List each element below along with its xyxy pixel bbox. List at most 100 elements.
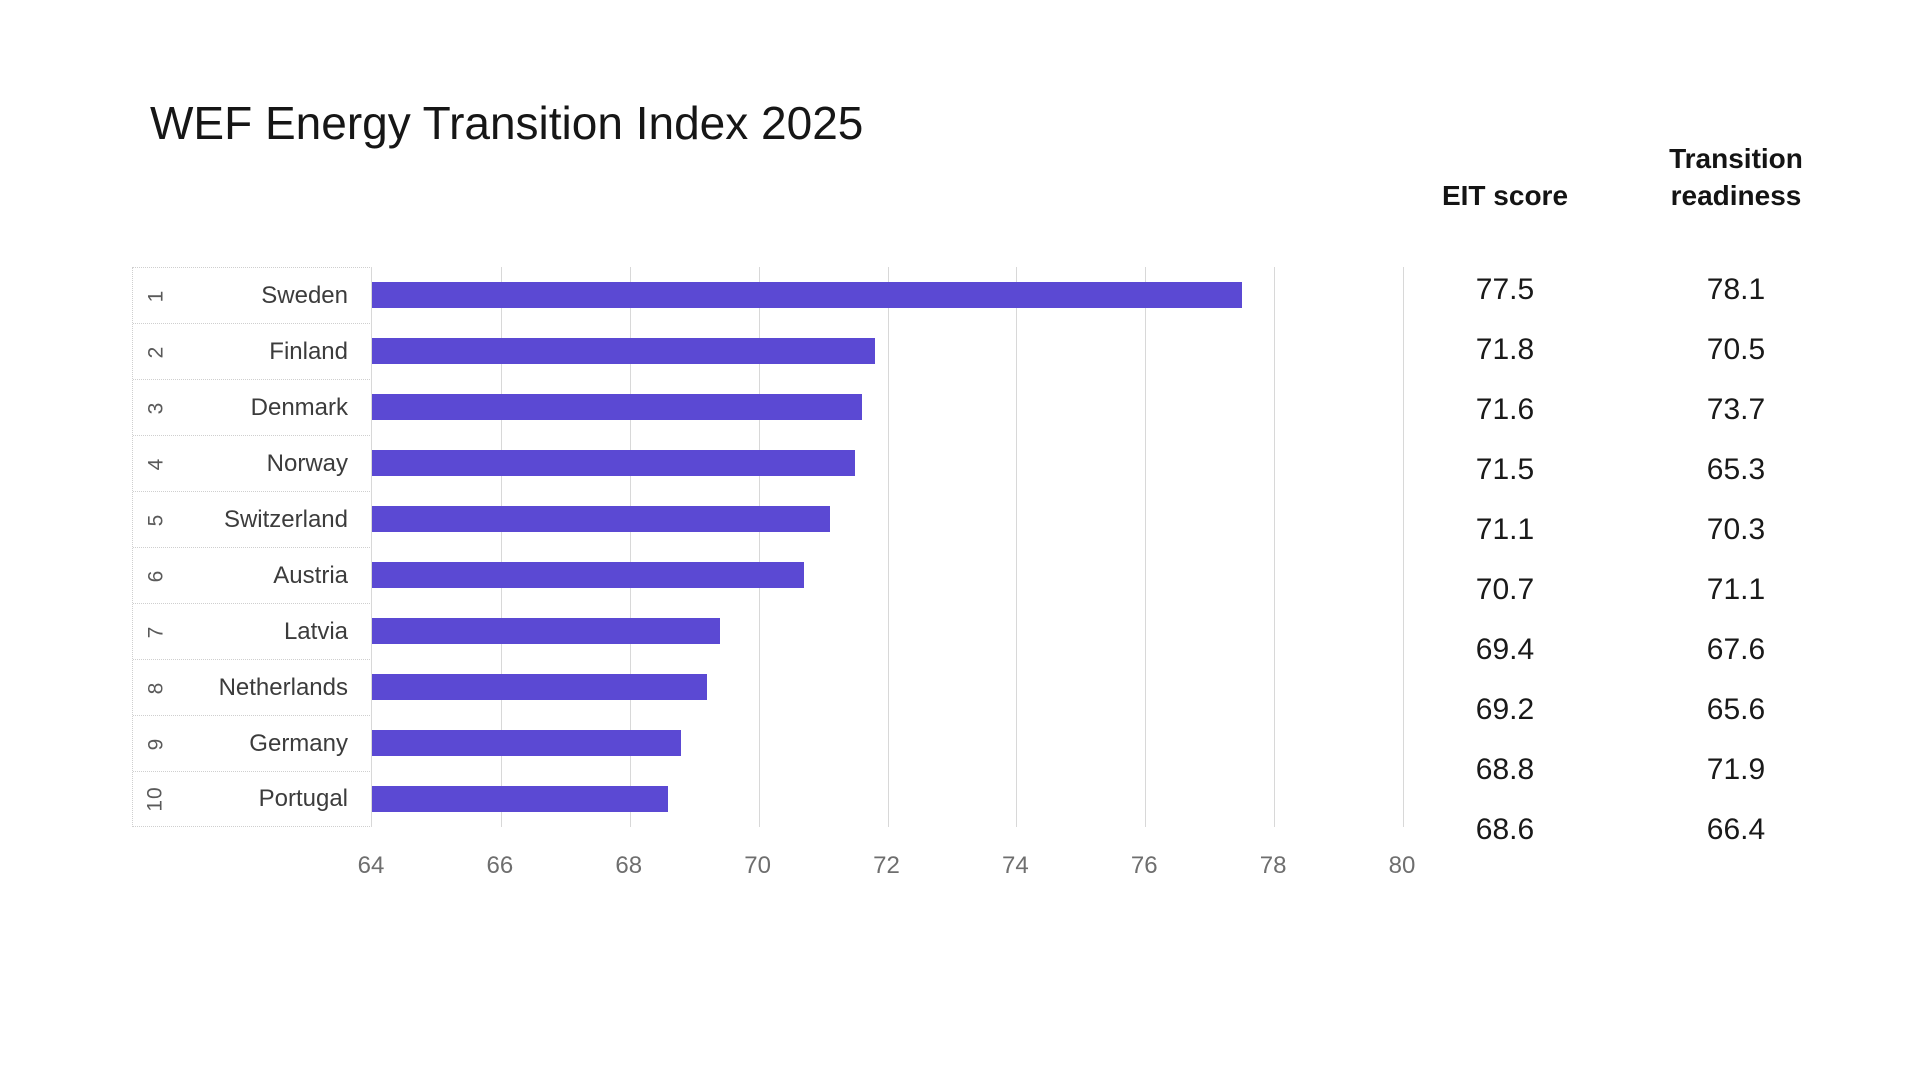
country-label: Denmark	[250, 393, 348, 421]
rank-label: 6	[144, 569, 167, 582]
gridline-76	[1145, 267, 1147, 827]
rank-cell: 6	[133, 548, 179, 603]
country-label: Austria	[273, 561, 348, 589]
chart-title: WEF Energy Transition Index 2025	[150, 97, 864, 149]
x-axis-ticks: 64 66 68 70 72 74 76 78 80	[358, 852, 1416, 882]
row-label-norway: 4 Norway	[133, 435, 372, 491]
eit-score-value-norway: 71.5	[1475, 453, 1535, 486]
eit-score-value-column: 77.5 71.8 71.6 71.5 71.1 70.7 69.4 69.2 68.8 68.6	[1385, 260, 1625, 860]
rank-label: 10	[143, 786, 167, 812]
row-label-portugal: 10 Portugal	[133, 771, 372, 827]
x-tick-70: 70	[744, 852, 771, 879]
transition-readiness-header-line1: Transition	[1669, 143, 1803, 174]
rank-cell: 3	[133, 380, 179, 435]
country-label: Portugal	[258, 785, 348, 812]
rank-cell: 7	[133, 604, 179, 659]
eit-score-value-sweden: 77.5	[1475, 273, 1535, 306]
gridline-74	[1016, 267, 1018, 827]
gridline-68	[629, 267, 631, 827]
rank-cell: 10	[133, 772, 179, 826]
transition-readiness-value-germany: 71.9	[1706, 753, 1766, 786]
bar-portugal	[372, 786, 669, 812]
gridline-70	[758, 267, 760, 827]
bar-denmark	[372, 394, 862, 420]
rank-cell: 9	[133, 716, 179, 771]
rank-cell: 2	[133, 324, 179, 379]
x-tick-80: 80	[1388, 852, 1416, 879]
row-label-denmark: 3 Denmark	[133, 379, 372, 435]
eit-score-value-austria: 70.7	[1475, 573, 1535, 606]
bar-chart: 1 Sweden 2 Finland 3 Denmark 4 Norway 5 Switzerla…	[132, 267, 1404, 827]
gridline-66	[500, 267, 502, 827]
transition-readiness-header-line2: readiness	[1670, 180, 1802, 211]
row-label-germany: 9 Germany	[133, 715, 372, 771]
transition-readiness-value-finland: 70.5	[1706, 333, 1766, 366]
row-label-austria: 6 Austria	[133, 547, 372, 603]
eit-score-value-portugal: 68.6	[1475, 813, 1535, 846]
bar-austria	[372, 562, 804, 588]
country-label: Finland	[269, 337, 348, 365]
x-tick-66: 66	[486, 852, 514, 879]
transition-readiness-value-latvia: 67.6	[1706, 633, 1766, 666]
row-label-column: 1 Sweden 2 Finland 3 Denmark 4 Norway 5 Switzerla…	[132, 267, 372, 827]
plot-area	[371, 267, 1404, 827]
transition-readiness-value-switzerland: 70.3	[1706, 513, 1766, 546]
eit-score-value-netherlands: 69.2	[1475, 693, 1535, 726]
row-label-sweden: 1 Sweden	[133, 267, 372, 323]
transition-readiness-value-portugal: 66.4	[1706, 813, 1766, 846]
rank-label: 4	[144, 457, 167, 470]
rank-cell: 5	[133, 492, 179, 547]
country-label: Latvia	[283, 617, 348, 645]
x-tick-78: 78	[1259, 852, 1287, 879]
transition-readiness-value-sweden: 78.1	[1706, 273, 1766, 306]
gridline-80	[1403, 267, 1404, 827]
rank-label: 3	[144, 401, 167, 414]
column-header-eit-score: EIT score	[1385, 177, 1625, 214]
transition-readiness-value-norway: 65.3	[1706, 453, 1766, 486]
bar-sweden	[372, 282, 1242, 308]
row-label-latvia: 7 Latvia	[133, 603, 372, 659]
rank-label: 1	[144, 289, 167, 302]
rank-cell: 1	[133, 268, 179, 323]
eit-score-value-switzerland: 71.1	[1475, 513, 1535, 546]
rank-cell: 8	[133, 660, 179, 715]
x-tick-64: 64	[357, 852, 385, 879]
column-header-transition-readiness: Transition readiness	[1616, 140, 1856, 214]
bar-germany	[372, 730, 682, 756]
transition-readiness-value-austria: 71.1	[1706, 573, 1766, 606]
rank-cell: 4	[133, 436, 179, 491]
row-label-finland: 2 Finland	[133, 323, 372, 379]
bar-norway	[372, 450, 856, 476]
country-label: Switzerland	[223, 505, 348, 533]
gridline-72	[887, 267, 889, 827]
rank-label: 5	[144, 513, 167, 526]
country-label: Germany	[249, 729, 348, 757]
x-tick-76: 76	[1130, 852, 1158, 879]
transition-readiness-value-column: 78.1 70.5 73.7 65.3 70.3 71.1 67.6 65.6 71.9 66.4	[1616, 260, 1856, 860]
bar-finland	[372, 338, 875, 364]
row-label-switzerland: 5 Switzerland	[133, 491, 372, 547]
bar-netherlands	[372, 674, 708, 700]
rank-label: 2	[144, 345, 167, 358]
eit-score-value-latvia: 69.4	[1475, 633, 1535, 666]
gridline-78	[1274, 267, 1276, 827]
bar-switzerland	[372, 506, 830, 532]
country-label: Sweden	[261, 281, 348, 309]
eit-score-value-finland: 71.8	[1475, 333, 1535, 366]
x-tick-68: 68	[615, 852, 643, 879]
rank-label: 7	[144, 625, 167, 638]
transition-readiness-value-denmark: 73.7	[1706, 393, 1766, 426]
bar-latvia	[372, 618, 720, 644]
transition-readiness-value-netherlands: 65.6	[1706, 693, 1766, 726]
row-label-netherlands: 8 Netherlands	[133, 659, 372, 715]
x-tick-74: 74	[1002, 852, 1029, 879]
x-tick-72: 72	[873, 852, 900, 879]
country-label: Norway	[266, 449, 348, 477]
eit-score-value-germany: 68.8	[1475, 753, 1535, 786]
eit-score-header-label: EIT score	[1441, 180, 1569, 211]
rank-label: 9	[144, 737, 167, 750]
eit-score-value-denmark: 71.6	[1475, 393, 1535, 426]
country-label: Netherlands	[218, 673, 348, 701]
rank-label: 8	[144, 681, 167, 694]
